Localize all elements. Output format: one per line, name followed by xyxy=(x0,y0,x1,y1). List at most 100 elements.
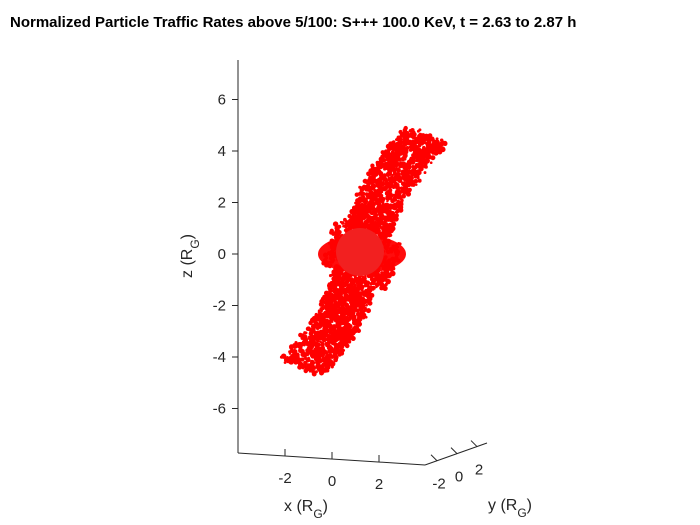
particle-point xyxy=(311,371,317,377)
particle-point xyxy=(317,334,323,341)
particle-point xyxy=(354,286,360,292)
particle-point xyxy=(362,291,367,296)
particle-point xyxy=(294,358,300,365)
particle-point xyxy=(288,352,292,355)
y-tick-label: 2 xyxy=(475,462,483,479)
particle-point xyxy=(337,297,342,302)
particle-point xyxy=(420,150,423,154)
particle-point xyxy=(325,365,329,369)
y-ticks: -2 0 2 xyxy=(430,440,483,493)
particle-point xyxy=(315,345,321,351)
particle-point xyxy=(320,342,325,347)
particle-point xyxy=(332,290,336,294)
particle-point xyxy=(340,321,345,326)
particle-point xyxy=(433,150,439,156)
particle-point xyxy=(408,128,413,133)
particle-point xyxy=(403,153,408,157)
particle-point xyxy=(364,298,369,303)
particle-point xyxy=(322,337,327,342)
particle-point xyxy=(345,319,349,324)
particle-point xyxy=(408,158,413,162)
particle-point xyxy=(381,284,387,289)
particle-point xyxy=(334,225,340,231)
particle-point xyxy=(322,319,326,324)
particle-point xyxy=(356,197,362,203)
particle-point xyxy=(432,148,436,152)
particle-point xyxy=(351,224,357,230)
particle-point xyxy=(421,140,426,145)
particle-point xyxy=(375,285,378,289)
particle-point xyxy=(310,317,316,323)
x-axis-label-main: x (R xyxy=(284,498,313,515)
y-axis-label-sub: G xyxy=(517,506,526,520)
particle-point xyxy=(349,224,353,228)
particle-point xyxy=(338,334,343,338)
particle-point xyxy=(344,315,348,320)
particle-point xyxy=(335,288,341,294)
particle-point xyxy=(325,343,330,348)
particle-point xyxy=(364,192,369,197)
x-tick-label: 0 xyxy=(328,473,336,490)
particle-point xyxy=(295,352,300,358)
particle-point xyxy=(395,182,400,187)
particle-point xyxy=(308,368,312,372)
z-axis-label-main: z (R xyxy=(179,249,196,278)
particle-point xyxy=(327,349,331,353)
z-axis-label: z (RG) xyxy=(179,234,202,278)
particle-point xyxy=(403,138,409,144)
particle-point xyxy=(371,185,375,189)
particle-point xyxy=(321,303,325,307)
particle-point xyxy=(321,306,325,310)
particle-point xyxy=(376,273,381,277)
particle-point xyxy=(418,128,422,132)
z-tick-label: -4 xyxy=(213,349,226,366)
particle-point xyxy=(426,149,429,152)
particle-point xyxy=(311,350,317,355)
particle-point xyxy=(320,296,326,302)
particle-point xyxy=(362,204,368,209)
particle-point xyxy=(379,161,384,166)
particle-point xyxy=(343,302,350,308)
particle-point xyxy=(418,136,424,142)
particle-point xyxy=(303,360,308,366)
particle-point xyxy=(416,140,420,144)
particle-point xyxy=(403,182,409,188)
particle-point xyxy=(354,192,359,197)
particle-point xyxy=(347,213,352,219)
particle-point xyxy=(368,168,374,174)
x-ticks: -2 0 2 xyxy=(278,449,383,493)
particle-point xyxy=(397,158,401,162)
particle-point xyxy=(306,348,309,352)
particle-point xyxy=(346,289,350,293)
particle-point xyxy=(412,130,416,134)
particle-point xyxy=(326,300,331,305)
particle-point xyxy=(398,139,404,145)
x-axis-label-sub: G xyxy=(313,507,322,521)
particle-point xyxy=(393,163,399,168)
particle-point xyxy=(332,221,339,227)
particle-point xyxy=(386,199,389,203)
particle-point xyxy=(347,322,351,327)
particle-point xyxy=(400,161,406,166)
particle-point xyxy=(349,301,353,305)
particle-point xyxy=(388,211,393,215)
particle-point xyxy=(398,207,404,213)
particle-point xyxy=(310,354,315,359)
particle-point xyxy=(411,164,414,168)
particle-point xyxy=(400,187,405,193)
particle-point xyxy=(371,194,375,198)
particle-point xyxy=(294,349,298,353)
particle-point xyxy=(390,225,396,232)
particle-point xyxy=(368,225,372,229)
particle-point xyxy=(342,308,347,313)
particle-point xyxy=(344,219,349,224)
particle-point xyxy=(386,189,392,195)
particle-point xyxy=(358,284,365,290)
particle-point xyxy=(323,290,330,296)
particle-point xyxy=(358,319,362,323)
z-tick-label: -6 xyxy=(213,401,226,418)
particle-point xyxy=(309,363,315,369)
particle-point xyxy=(339,330,345,335)
particle-point xyxy=(391,221,397,227)
particle-point xyxy=(391,148,395,152)
